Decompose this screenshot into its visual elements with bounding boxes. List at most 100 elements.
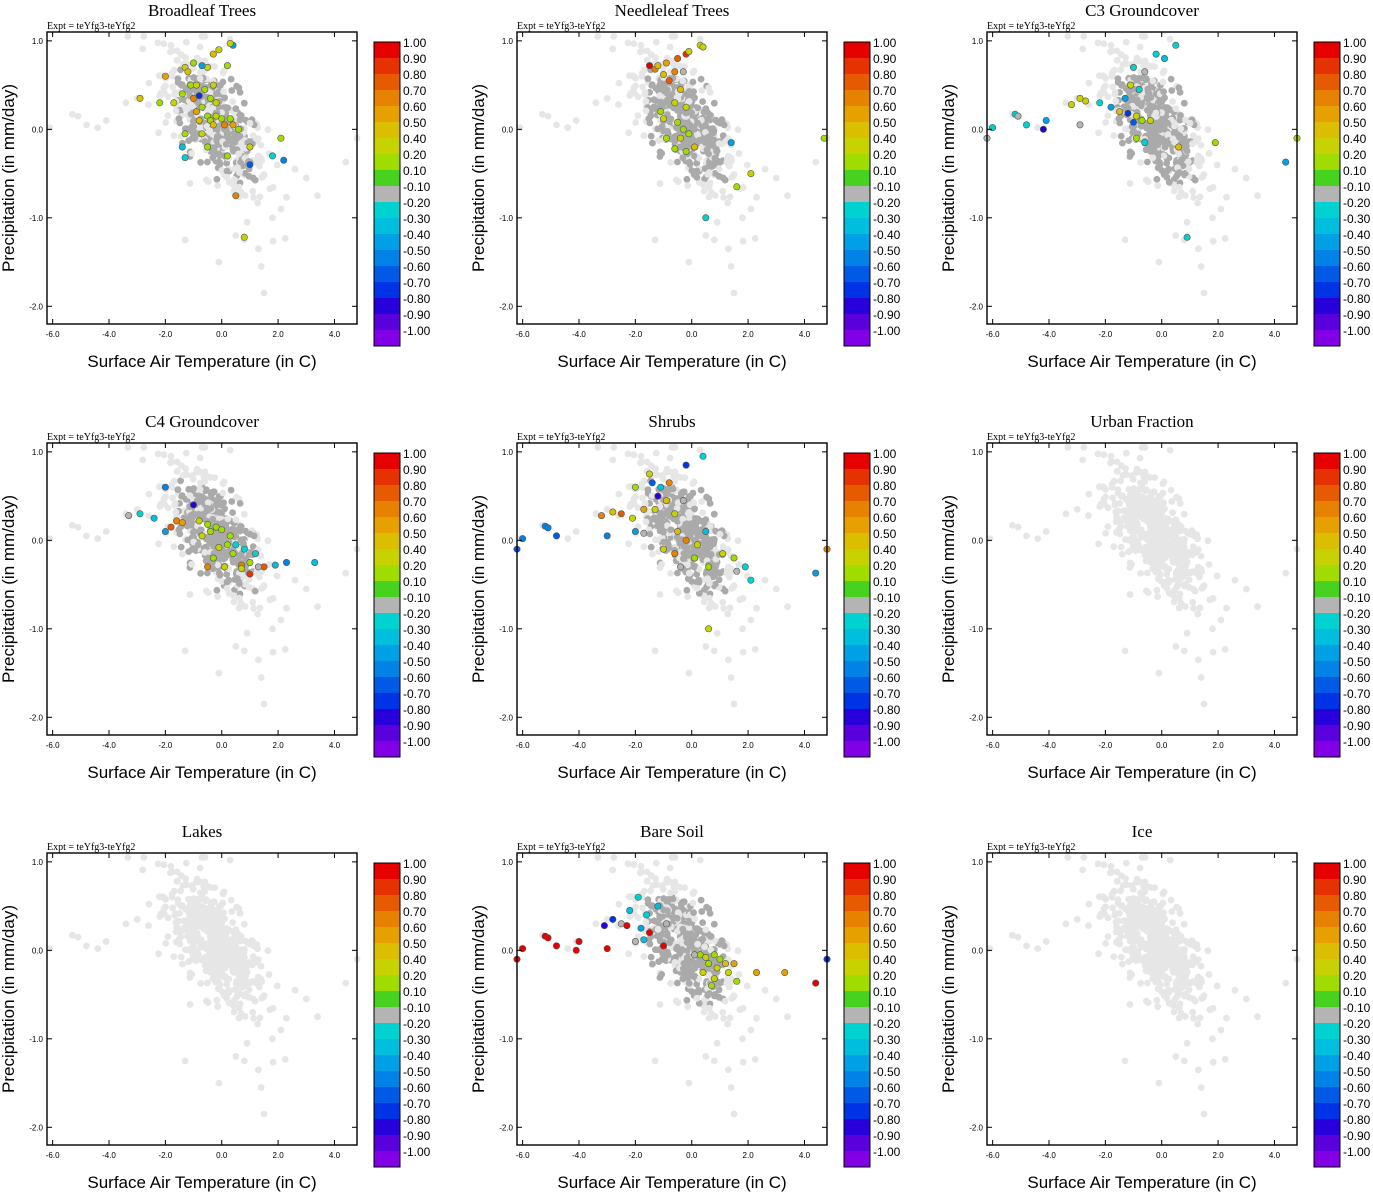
background-point bbox=[223, 578, 231, 586]
background-point bbox=[184, 515, 192, 523]
colorbar-label: -0.30 bbox=[873, 212, 901, 226]
background-point bbox=[342, 979, 350, 987]
colorbar-swatch bbox=[374, 1007, 400, 1023]
background-point bbox=[679, 515, 687, 523]
background-point bbox=[185, 548, 193, 555]
background-point bbox=[1168, 498, 1176, 505]
background-point bbox=[314, 192, 321, 200]
background-point bbox=[220, 973, 228, 981]
background-point bbox=[102, 528, 110, 535]
background-point bbox=[1156, 533, 1164, 540]
background-point bbox=[1180, 510, 1188, 518]
background-point bbox=[609, 456, 617, 464]
background-point bbox=[719, 543, 727, 550]
background-point bbox=[204, 979, 211, 987]
background-point bbox=[232, 926, 240, 933]
background-point bbox=[197, 936, 205, 944]
data-point bbox=[685, 130, 693, 138]
colorbar-swatch bbox=[844, 330, 870, 346]
background-point bbox=[735, 561, 743, 568]
x-tick-label: 2.0 bbox=[273, 741, 285, 750]
background-point bbox=[1104, 504, 1112, 512]
background-point bbox=[228, 908, 236, 915]
background-point bbox=[83, 942, 90, 950]
background-point bbox=[198, 854, 206, 861]
background-point bbox=[257, 674, 265, 681]
colorbar-swatch bbox=[374, 911, 400, 927]
background-point bbox=[705, 150, 712, 158]
y-tick-label: -2.0 bbox=[969, 713, 983, 722]
background-point bbox=[652, 449, 660, 457]
background-point bbox=[169, 83, 177, 91]
background-point bbox=[249, 961, 256, 969]
background-point bbox=[1223, 193, 1230, 201]
background-point bbox=[1177, 112, 1184, 119]
y-axis-label: Precipitation (in mm/day) bbox=[469, 495, 488, 683]
background-point bbox=[177, 872, 185, 879]
background-point bbox=[162, 940, 170, 947]
background-point bbox=[69, 931, 76, 939]
colorbar-swatch bbox=[1314, 613, 1340, 629]
background-point bbox=[689, 78, 697, 86]
background-point bbox=[181, 647, 189, 655]
background-point bbox=[178, 492, 186, 499]
background-point bbox=[682, 109, 690, 117]
data-point bbox=[702, 214, 710, 222]
background-point bbox=[133, 916, 141, 923]
background-point bbox=[170, 953, 178, 960]
background-point bbox=[168, 69, 176, 77]
background-point bbox=[162, 493, 169, 501]
background-point bbox=[1163, 570, 1171, 578]
background-point bbox=[273, 161, 281, 169]
background-point bbox=[1102, 119, 1110, 126]
background-point bbox=[696, 35, 704, 43]
background-point bbox=[707, 125, 715, 133]
background-point bbox=[1152, 109, 1160, 117]
colorbar-label: 0.10 bbox=[403, 575, 427, 589]
background-point bbox=[259, 994, 267, 1001]
colorbar-swatch bbox=[1314, 138, 1340, 154]
data-point bbox=[544, 524, 552, 532]
background-point bbox=[236, 910, 244, 917]
background-point bbox=[164, 112, 172, 119]
data-point bbox=[699, 452, 707, 460]
colorbar-swatch bbox=[1314, 501, 1340, 517]
colorbar-label: 1.00 bbox=[873, 447, 897, 461]
background-point bbox=[269, 237, 277, 245]
background-point bbox=[1190, 605, 1197, 612]
background-point bbox=[260, 289, 268, 297]
background-point bbox=[1104, 523, 1112, 530]
colorbar-swatch bbox=[1314, 549, 1340, 565]
colorbar-label: 0.90 bbox=[403, 463, 427, 477]
background-point bbox=[651, 647, 659, 655]
background-point bbox=[679, 154, 687, 162]
background-point bbox=[673, 93, 681, 101]
colorbar-swatch bbox=[1314, 597, 1340, 613]
colorbar-swatch bbox=[374, 74, 400, 90]
background-point bbox=[666, 864, 674, 872]
data-point bbox=[674, 118, 682, 126]
colorbar-swatch bbox=[1314, 453, 1340, 469]
background-point bbox=[710, 510, 718, 518]
background-point bbox=[190, 528, 197, 536]
background-point bbox=[1175, 594, 1183, 602]
background-point bbox=[198, 33, 206, 40]
colorbar-swatch bbox=[374, 879, 400, 895]
background-point bbox=[215, 509, 223, 516]
background-point bbox=[1119, 550, 1126, 558]
background-point bbox=[251, 997, 259, 1005]
data-point bbox=[1152, 50, 1160, 58]
background-point bbox=[728, 568, 735, 576]
data-point bbox=[651, 505, 659, 513]
x-axis-label: Surface Air Temperature (in C) bbox=[87, 352, 316, 371]
colorbar-swatch bbox=[374, 186, 400, 202]
data-point bbox=[662, 134, 670, 142]
colorbar-label: -0.70 bbox=[1343, 276, 1371, 290]
background-point bbox=[706, 500, 714, 507]
background-point bbox=[734, 537, 742, 545]
colorbar-swatch bbox=[844, 485, 870, 501]
background-point bbox=[1180, 647, 1188, 655]
background-point bbox=[664, 510, 672, 518]
colorbar-frame bbox=[843, 41, 871, 347]
background-point bbox=[220, 888, 228, 896]
